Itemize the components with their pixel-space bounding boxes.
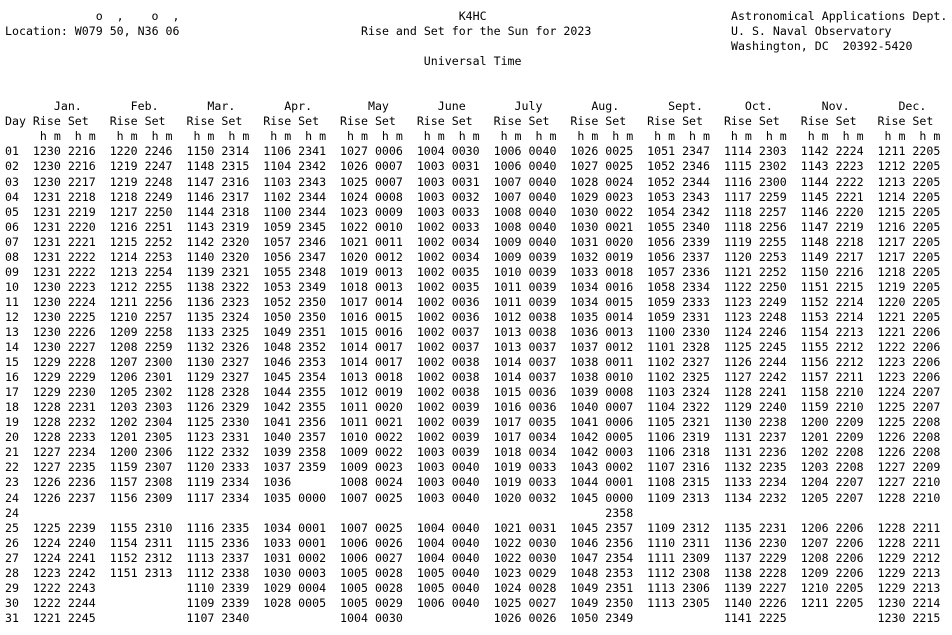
table-row: 17 1229 2230 1205 2302 1128 2328 1044 23… [5,385,941,400]
table-row: 31 1221 2245 1107 2340 1004 0030 1026 00… [5,610,941,625]
table-row: 24 1226 2237 1156 2309 1117 2334 1035 00… [5,490,941,505]
report-title: Rise and Set for the Sun for 2023 [361,24,592,39]
station-callsign: K4HC [458,9,487,23]
table-row: 06 1231 2220 1216 2251 1143 2319 1059 23… [5,219,941,234]
table-row: 21 1227 2234 1200 2306 1122 2332 1039 23… [5,445,941,460]
table-row: 05 1231 2219 1217 2250 1144 2318 1100 23… [5,204,941,219]
table-row: 04 1231 2218 1218 2249 1146 2317 1102 23… [5,189,941,204]
table-row: 30 1222 2244 1109 2339 1028 0005 1005 00… [5,595,941,610]
table-units-row: h m h m h m h m h m h m h m h m h m h m … [5,129,941,144]
table-row: 12 1230 2225 1210 2257 1135 2324 1050 23… [5,309,941,324]
location-coordinates: Location: W079 50, N36 06 [5,24,180,39]
table-row: 20 1228 2233 1201 2305 1123 2331 1040 23… [5,430,941,445]
table-row: 26 1224 2240 1154 2311 1115 2336 1033 00… [5,535,941,550]
table-row: 19 1228 2232 1202 2304 1125 2330 1041 23… [5,415,941,430]
table-row: 11 1230 2224 1211 2256 1136 2323 1052 23… [5,294,941,309]
sun-rise-set-table: Jan. Feb. Mar. Apr. May June July Aug. S… [5,99,940,626]
degree-minute-marks: o , o , [95,9,180,23]
table-row: 23 1226 2236 1157 2308 1119 2334 1036 10… [5,475,941,490]
table-row: 27 1224 2241 1152 2312 1113 2337 1031 00… [5,550,941,565]
table-row: 10 1230 2223 1212 2255 1138 2322 1053 23… [5,279,941,294]
table-column-header-row: Day Rise Set Rise Set Rise Set Rise Set … [5,114,934,129]
observatory-address: Washington, DC 20392-5420 [731,39,913,54]
table-row: 01 1230 2216 1220 2246 1150 2314 1106 23… [5,144,941,159]
table-month-header-row: Jan. Feb. Mar. Apr. May June July Aug. S… [5,99,927,114]
table-row: 02 1230 2216 1219 2247 1148 2315 1104 23… [5,159,941,174]
table-row: 24 2358 [5,505,634,520]
table-row: 28 1223 2242 1151 2313 1112 2338 1030 00… [5,565,941,580]
table-row: 09 1231 2222 1213 2254 1139 2321 1055 23… [5,264,941,279]
table-row: 03 1230 2217 1219 2248 1147 2316 1103 23… [5,174,941,189]
table-row: 14 1230 2227 1208 2259 1132 2326 1048 23… [5,340,941,355]
table-row: 18 1228 2231 1203 2303 1126 2329 1042 23… [5,400,941,415]
table-row: 16 1229 2229 1206 2301 1129 2327 1045 23… [5,370,941,385]
org-dept-name: Astronomical Applications Dept. [731,9,948,23]
observatory-name: U. S. Naval Observatory [731,24,892,39]
table-row: 13 1230 2226 1209 2258 1133 2325 1049 23… [5,325,941,339]
time-system-label: Universal Time [423,54,522,69]
table-row: 15 1229 2228 1207 2300 1130 2327 1046 23… [5,355,941,370]
table-row: 07 1231 2221 1215 2252 1142 2320 1057 23… [5,234,941,249]
table-row: 22 1227 2235 1159 2307 1120 2333 1037 23… [5,460,941,475]
table-row: 25 1225 2239 1155 2310 1116 2335 1034 00… [5,520,941,535]
table-row: 29 1222 2243 1110 2339 1029 0004 1005 00… [5,580,941,595]
table-row: 08 1231 2222 1214 2253 1140 2320 1056 23… [5,249,941,264]
